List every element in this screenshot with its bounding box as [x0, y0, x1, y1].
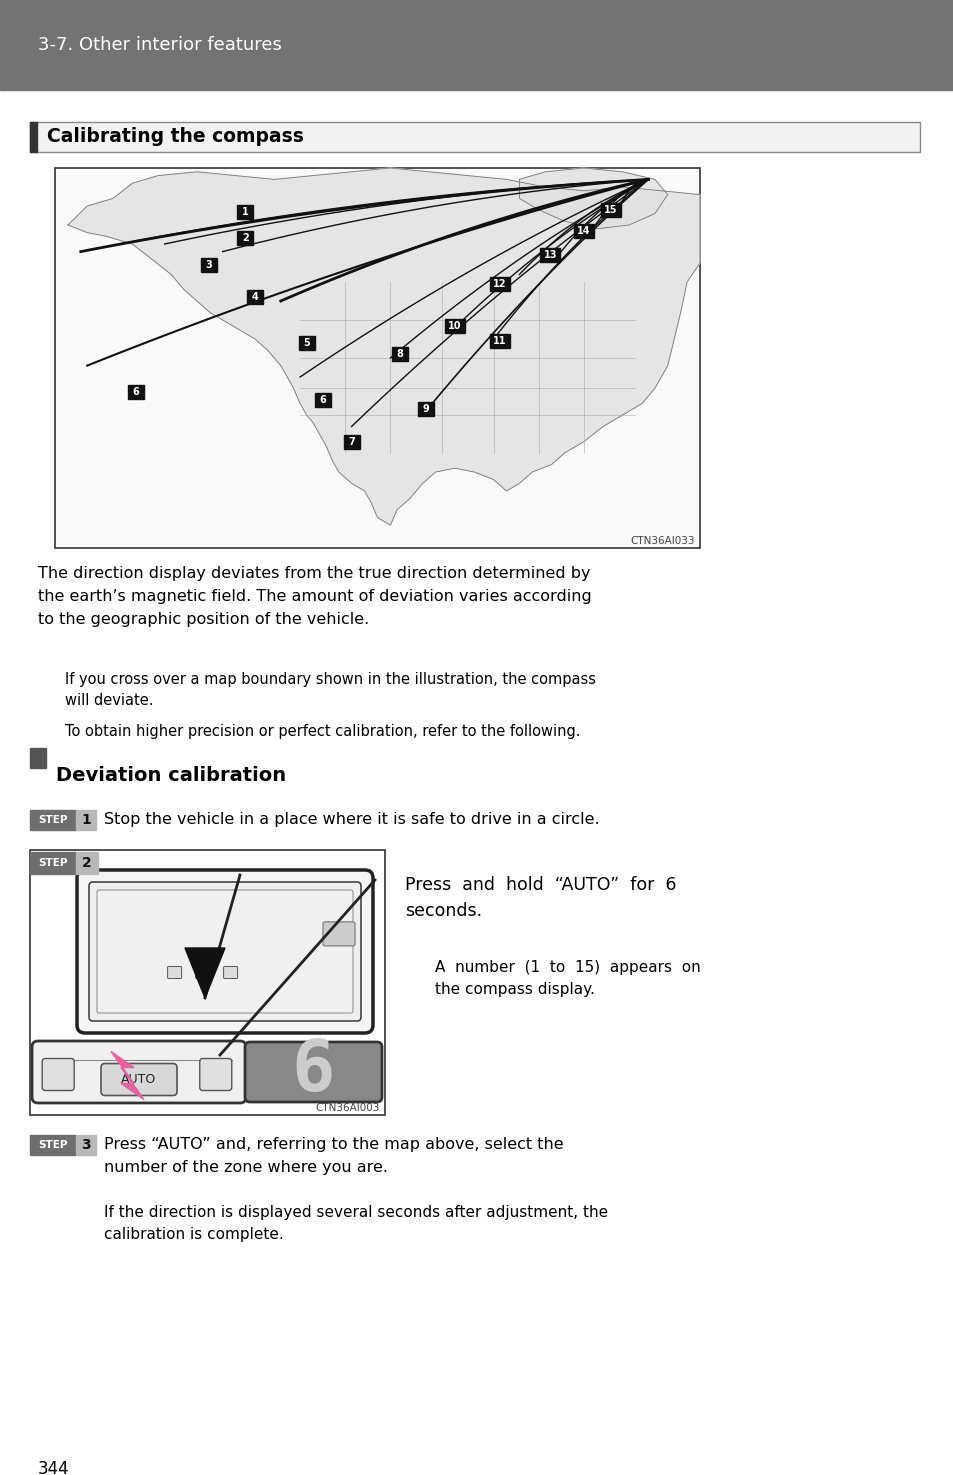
Text: If you cross over a map boundary shown in the illustration, the compass
will dev: If you cross over a map boundary shown i… [65, 673, 596, 708]
Text: STEP: STEP [38, 1140, 68, 1150]
FancyBboxPatch shape [223, 966, 237, 978]
Text: To obtain higher precision or perfect calibration, refer to the following.: To obtain higher precision or perfect ca… [65, 724, 579, 739]
Bar [76, 810, 96, 830]
Bar [30, 122, 37, 152]
Bar [30, 748, 46, 768]
Bar [30, 850, 385, 1115]
FancyBboxPatch shape [97, 889, 353, 1013]
Bar [417, 403, 434, 416]
Bar [539, 248, 559, 263]
Bar [314, 392, 331, 407]
Bar [0, 0, 953, 90]
Text: 3: 3 [81, 1139, 91, 1152]
Text: STEP: STEP [38, 858, 68, 867]
Polygon shape [111, 1052, 144, 1099]
Text: 344: 344 [38, 1460, 70, 1475]
FancyBboxPatch shape [42, 1059, 74, 1090]
Bar [490, 277, 510, 291]
Text: 10: 10 [448, 320, 461, 330]
FancyBboxPatch shape [32, 1041, 246, 1103]
FancyBboxPatch shape [323, 922, 355, 945]
Bar [30, 853, 76, 875]
Text: 6: 6 [132, 388, 139, 397]
Text: If the direction is displayed several seconds after adjustment, the
calibration : If the direction is displayed several se… [104, 1205, 607, 1242]
FancyBboxPatch shape [195, 966, 210, 978]
Text: CTN36AI003: CTN36AI003 [315, 1103, 379, 1114]
Text: 3: 3 [205, 260, 212, 270]
Bar [574, 224, 594, 237]
Text: 13: 13 [543, 251, 557, 261]
Text: 2: 2 [82, 855, 91, 870]
Text: 6: 6 [292, 1037, 335, 1106]
Bar [392, 347, 408, 361]
Bar [444, 319, 464, 333]
FancyBboxPatch shape [245, 1041, 381, 1102]
Bar [55, 168, 700, 549]
Bar [30, 1134, 76, 1155]
FancyBboxPatch shape [101, 1063, 177, 1096]
Bar [237, 205, 253, 218]
FancyBboxPatch shape [89, 882, 360, 1021]
Text: 1: 1 [81, 813, 91, 827]
Text: Deviation calibration: Deviation calibration [56, 766, 286, 785]
Text: 2: 2 [242, 233, 249, 243]
Text: 3-7. Other interior features: 3-7. Other interior features [38, 35, 281, 55]
Text: AUTO: AUTO [121, 1072, 156, 1086]
Text: Stop the vehicle in a place where it is safe to drive in a circle.: Stop the vehicle in a place where it is … [104, 813, 599, 827]
FancyBboxPatch shape [77, 870, 373, 1032]
Bar [343, 435, 359, 448]
Text: The direction display deviates from the true direction determined by
the earth’s: The direction display deviates from the … [38, 566, 591, 627]
Bar [76, 853, 98, 875]
Text: 7: 7 [348, 437, 355, 447]
Bar [200, 258, 216, 271]
Text: 4: 4 [252, 292, 258, 302]
FancyBboxPatch shape [199, 1059, 232, 1090]
Text: 14: 14 [577, 226, 590, 236]
Polygon shape [518, 168, 667, 229]
Text: 15: 15 [603, 205, 618, 215]
Bar [600, 202, 620, 217]
Bar [76, 1134, 96, 1155]
Bar [247, 291, 263, 304]
Text: Calibrating the compass: Calibrating the compass [47, 127, 304, 146]
Bar [237, 232, 253, 245]
Text: 11: 11 [493, 336, 506, 347]
Polygon shape [185, 948, 225, 999]
Text: Press “AUTO” and, referring to the map above, select the
number of the zone wher: Press “AUTO” and, referring to the map a… [104, 1137, 563, 1174]
Text: 1: 1 [242, 207, 249, 217]
Bar [30, 810, 76, 830]
Text: STEP: STEP [38, 816, 68, 825]
Text: A  number  (1  to  15)  appears  on
the compass display.: A number (1 to 15) appears on the compas… [435, 960, 700, 997]
Bar [490, 333, 510, 348]
FancyBboxPatch shape [168, 966, 181, 978]
Text: 5: 5 [303, 338, 310, 348]
Bar [30, 122, 919, 152]
Text: 9: 9 [422, 404, 429, 414]
Text: 8: 8 [396, 350, 403, 360]
Bar [128, 385, 144, 400]
Text: 6: 6 [319, 395, 326, 404]
Polygon shape [68, 168, 700, 525]
Text: 12: 12 [493, 279, 506, 289]
Bar [298, 336, 314, 350]
Text: CTN36AI033: CTN36AI033 [630, 535, 695, 546]
Text: Press  and  hold  “AUTO”  for  6
seconds.: Press and hold “AUTO” for 6 seconds. [405, 876, 676, 920]
